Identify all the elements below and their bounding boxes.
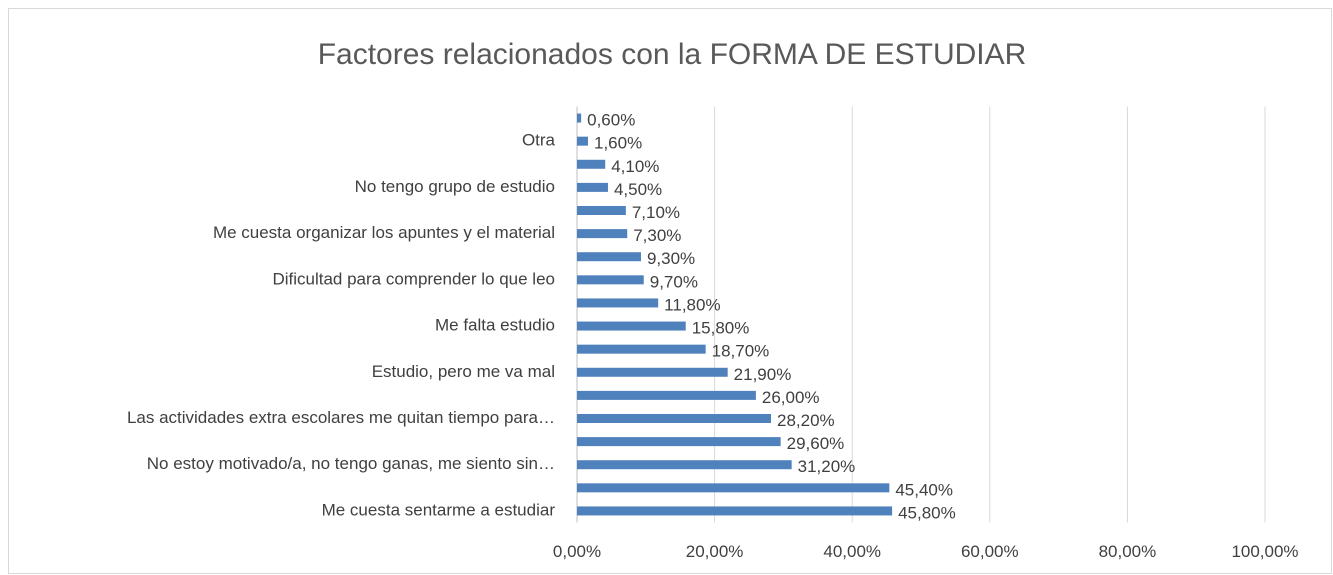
x-tick-label: 0,00% — [553, 542, 601, 561]
x-tick-label: 80,00% — [1099, 542, 1157, 561]
bar — [577, 252, 641, 262]
data-label: 0,60% — [587, 111, 635, 130]
bar — [577, 182, 608, 192]
bar — [577, 159, 606, 169]
bar — [577, 437, 781, 447]
data-label: 9,70% — [650, 272, 698, 291]
bar — [577, 206, 626, 215]
data-label: 18,70% — [712, 342, 770, 361]
chart-frame — [8, 8, 1332, 574]
x-tick-label: 40,00% — [823, 542, 881, 561]
data-label: 1,60% — [594, 134, 642, 153]
data-label: 9,30% — [647, 249, 695, 268]
x-tick-label: 20,00% — [686, 542, 744, 561]
x-tick-label: 60,00% — [961, 542, 1019, 561]
data-label: 29,60% — [787, 434, 845, 453]
data-label: 45,40% — [895, 480, 953, 499]
y-tick-label: Me cuesta sentarme a estudiar — [322, 500, 556, 519]
y-tick-label: Dificultad para comprender lo que leo — [272, 269, 555, 288]
bar — [577, 113, 582, 123]
bar — [577, 321, 686, 331]
y-tick-label: Me falta estudio — [435, 316, 555, 335]
data-label: 21,90% — [734, 365, 792, 384]
data-label: 45,80% — [898, 503, 956, 522]
data-label: 28,20% — [777, 411, 835, 430]
bar — [577, 275, 644, 285]
data-label: 11,80% — [664, 295, 720, 314]
bar — [577, 483, 890, 493]
data-label: 4,10% — [611, 157, 659, 176]
y-tick-label: No estoy motivado/a, no tengo ganas, me … — [147, 454, 555, 473]
data-label: 7,10% — [632, 203, 680, 222]
x-tick-label: 100,00% — [1231, 542, 1298, 561]
bar — [577, 136, 589, 146]
bar — [577, 229, 628, 239]
data-label: 31,20% — [798, 457, 856, 476]
data-label: 26,00% — [762, 388, 820, 407]
y-tick-label: Me cuesta organizar los apuntes y el mat… — [213, 223, 555, 242]
bar — [577, 390, 756, 400]
bar — [577, 298, 659, 308]
bar — [577, 506, 893, 516]
chart-title: Factores relacionados con la FORMA DE ES… — [318, 38, 1027, 71]
bar — [577, 414, 772, 423]
bar — [577, 460, 792, 470]
bar — [577, 344, 706, 354]
y-tick-label: Otra — [522, 131, 556, 150]
bar — [577, 367, 728, 377]
data-label: 15,80% — [692, 319, 750, 338]
y-tick-label: No tengo grupo de estudio — [355, 177, 555, 196]
data-label: 7,30% — [633, 226, 681, 245]
y-tick-label: Las actividades extra escolares me quita… — [127, 408, 555, 427]
y-tick-label: Estudio, pero me va mal — [372, 362, 555, 381]
data-label: 4,50% — [614, 180, 662, 199]
